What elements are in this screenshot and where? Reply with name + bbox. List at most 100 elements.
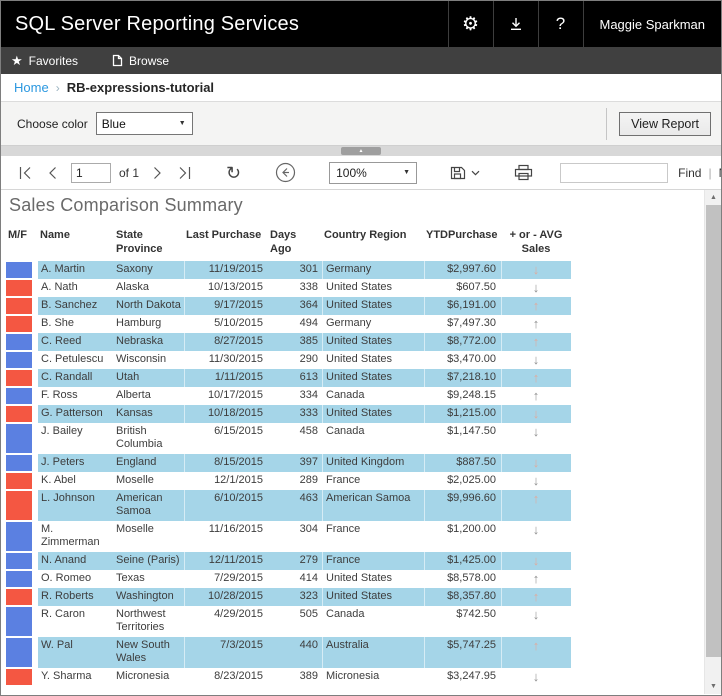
chevron-down-icon: ▼: [178, 120, 186, 127]
ytd-purchase-cell: $7,218.10: [424, 369, 501, 387]
last-page-button[interactable]: [170, 156, 199, 189]
settings-button[interactable]: ⚙: [447, 1, 493, 47]
ytd-purchase-cell: $2,025.00: [447, 474, 496, 486]
breadcrumb-home-link[interactable]: Home: [14, 80, 49, 95]
name-cell: A. Martin: [38, 261, 114, 279]
country-cell: Australia: [322, 637, 424, 668]
trend-arrow-icon: ↓: [532, 352, 540, 367]
collapse-handle[interactable]: ▲: [341, 147, 381, 155]
mf-cell: [6, 261, 38, 279]
gender-color-square: [6, 298, 32, 314]
scroll-down-button[interactable]: ▼: [710, 683, 717, 690]
help-icon: ?: [555, 14, 566, 33]
mf-cell: [6, 423, 38, 454]
state-cell: Nebraska: [114, 333, 184, 351]
country-cell: United States: [322, 588, 424, 606]
state-cell: American Samoa: [114, 490, 184, 521]
state-cell: British Columbia: [116, 425, 163, 450]
scroll-up-button[interactable]: ▲: [710, 194, 717, 201]
choose-color-select[interactable]: Blue ▼: [95, 112, 193, 135]
days-ago-cell: 385: [268, 333, 322, 351]
days-ago-cell: 494: [299, 317, 318, 329]
view-report-button[interactable]: View Report: [619, 111, 711, 136]
vertical-scrollbar[interactable]: ▲ ▼: [704, 190, 721, 694]
country-cell: American Samoa: [322, 490, 424, 521]
download-button[interactable]: [492, 1, 538, 47]
help-button[interactable]: ?: [537, 1, 583, 47]
column-header-trend: + or - AVG Sales: [509, 229, 563, 255]
page-number-input[interactable]: [71, 162, 111, 183]
trend-arrow-icon: ↓: [532, 522, 540, 537]
days-ago-cell: 323: [268, 588, 322, 606]
days-ago-cell: 334: [299, 389, 318, 401]
find-group: Find | Next: [550, 156, 721, 189]
trend-arrow-icon: ↑: [501, 297, 571, 315]
tab-browse[interactable]: Browse: [112, 54, 169, 68]
mf-cell: [6, 405, 38, 423]
mf-cell: [6, 588, 38, 606]
mf-cell: [6, 351, 38, 369]
state-cell: Moselle: [116, 474, 154, 486]
ytd-purchase-cell: $8,772.00: [424, 333, 501, 351]
breadcrumb: Home › RB-expressions-tutorial: [1, 74, 721, 101]
gender-color-square: [6, 638, 32, 667]
days-ago-cell: 458: [299, 425, 318, 437]
mf-cell: [6, 490, 38, 521]
last-purchase-cell: 9/17/2015: [184, 297, 268, 315]
zoom-select[interactable]: 100% ▼: [329, 161, 418, 184]
table-row: N. Anand Seine (Paris) 12/11/2015 279 Fr…: [6, 552, 571, 570]
collapse-arrow-icon: ▲: [358, 147, 364, 154]
find-link[interactable]: Find: [678, 165, 702, 180]
top-header-bar: SQL Server Reporting Services ⚙ ? Maggie…: [1, 1, 721, 47]
name-cell: C. Petulescu: [41, 353, 104, 365]
state-cell: Alberta: [116, 389, 151, 401]
scrollbar-thumb[interactable]: [706, 205, 721, 657]
table-row: A. Martin Saxony 11/19/2015 301 Germany …: [6, 261, 571, 279]
find-input[interactable]: [560, 162, 669, 183]
column-header-mf: M/F: [8, 229, 27, 241]
table-row: C. Reed Nebraska 8/27/2015 385 United St…: [6, 333, 571, 351]
trend-arrow-icon: ↑: [532, 571, 540, 586]
table-row: O. Romeo Texas 7/29/2015 414 United Stat…: [6, 570, 571, 588]
days-ago-cell: 389: [299, 670, 318, 682]
days-ago-cell: 279: [268, 552, 322, 570]
name-cell: C. Reed: [38, 333, 114, 351]
ytd-purchase-cell: $1,215.00: [424, 405, 501, 423]
printer-icon: [515, 164, 533, 181]
trend-arrow-icon: ↑: [501, 490, 571, 521]
print-button[interactable]: [507, 156, 540, 189]
back-button[interactable]: [268, 156, 303, 189]
first-page-button[interactable]: [11, 156, 40, 189]
last-purchase-cell: 8/23/2015: [214, 670, 263, 682]
previous-page-button[interactable]: [40, 156, 65, 189]
ytd-purchase-cell: $1,425.00: [424, 552, 501, 570]
next-link[interactable]: Next: [719, 166, 721, 180]
refresh-button[interactable]: ↻: [219, 156, 248, 189]
last-purchase-cell: 7/3/2015: [184, 637, 268, 668]
next-page-button[interactable]: [145, 156, 170, 189]
country-cell: United States: [322, 333, 424, 351]
trend-arrow-icon: ↓: [532, 669, 540, 684]
column-header-last-purchase: Last Purchase: [186, 229, 262, 241]
zoom-value: 100%: [336, 165, 367, 180]
days-ago-cell: 364: [268, 297, 322, 315]
parameter-bar: Choose color Blue ▼ View Report: [1, 101, 721, 146]
country-cell: United States: [326, 572, 393, 584]
state-cell: Seine (Paris): [114, 552, 184, 570]
last-purchase-cell: 8/15/2015: [184, 454, 268, 472]
last-purchase-cell: 7/29/2015: [214, 572, 263, 584]
state-cell: Hamburg: [116, 317, 162, 329]
gender-color-square: [6, 334, 32, 350]
column-header-country: Country Region: [324, 229, 407, 241]
ytd-purchase-cell: $9,996.60: [424, 490, 501, 521]
refresh-icon: ↻: [226, 162, 242, 183]
gender-color-square: [6, 473, 32, 489]
user-menu[interactable]: Maggie Sparkman: [582, 1, 722, 47]
find-divider: |: [708, 165, 712, 180]
last-purchase-cell: 11/16/2015: [208, 523, 263, 535]
tab-favorites[interactable]: ★ Favorites: [11, 54, 78, 68]
last-purchase-cell: 6/10/2015: [184, 490, 268, 521]
chevron-down-icon: ▼: [403, 169, 411, 176]
name-cell: B. Sanchez: [38, 297, 114, 315]
export-button[interactable]: [443, 156, 487, 189]
